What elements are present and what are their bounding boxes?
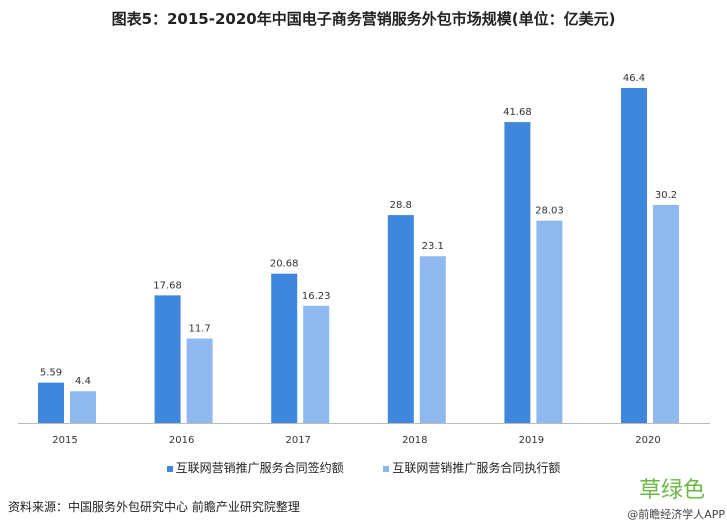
data-label: 23.1 [422,241,444,252]
data-label: 5.59 [40,368,62,379]
bar-signed [621,88,647,423]
x-tick-label: 2016 [169,435,194,446]
legend-label: 互联网营销推广服务合同签约额 [175,461,344,475]
legend-swatch [166,465,173,472]
legend-label: 互联网营销推广服务合同执行额 [392,461,561,475]
x-tick-label: 2017 [285,435,310,446]
bar-signed [38,382,64,423]
data-label: 30.2 [655,190,677,201]
bar-executed [70,391,96,423]
data-label: 28.8 [390,200,412,211]
x-tick-label: 2020 [635,435,660,446]
bar-signed [387,215,414,423]
legend-swatch [383,465,390,472]
legend-item-signed: 互联网营销推广服务合同签约额 [166,459,344,476]
legend: 互联网营销推广服务合同签约额 互联网营销推广服务合同执行额 [0,459,727,476]
bar-signed [271,273,298,423]
data-label: 16.23 [302,291,331,302]
bar-executed [653,204,679,423]
bar-executed [536,220,563,423]
bar-signed [504,122,531,424]
legend-item-executed: 互联网营销推广服务合同执行额 [383,459,560,476]
x-tick-label: 2019 [519,435,544,446]
bar-executed [186,338,213,423]
data-label: 46.4 [623,73,645,84]
data-label: 17.68 [153,280,182,291]
credit-text: @前瞻经济学人APP [627,508,725,521]
chart-title: 图表5：2015-2020年中国电子商务营销服务外包市场规模(单位：亿美元) [111,10,616,28]
data-label: 4.4 [75,376,91,387]
bar-executed [419,256,446,423]
x-tick-label: 2018 [402,435,427,446]
bar-signed [154,295,181,423]
data-label: 20.68 [270,259,299,270]
watermark-stamp: 草绿色 [638,478,705,503]
data-label: 28.03 [535,206,564,217]
data-label: 11.7 [188,324,210,335]
bar-executed [303,305,330,423]
x-tick-label: 2015 [52,435,77,446]
source-note: 资料来源：中国服务外包研究中心 前瞻产业研究院整理 [8,500,300,514]
data-label: 41.68 [503,107,532,118]
